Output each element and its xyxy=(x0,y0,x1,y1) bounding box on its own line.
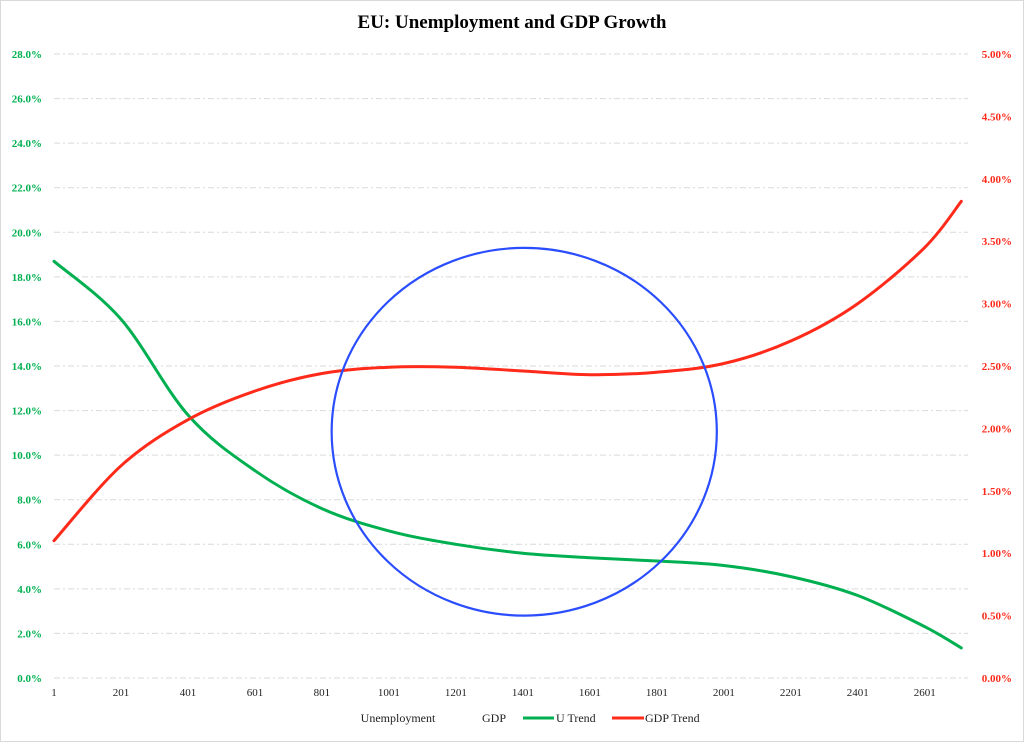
y-tick-label-right: 0.50% xyxy=(982,611,1012,623)
x-tick-label: 201 xyxy=(113,687,130,699)
y-tick-label-left: 28.0% xyxy=(12,49,42,61)
annotation-layer xyxy=(330,246,718,617)
legend-label-gdp: GDP xyxy=(482,711,506,725)
y-tick-label-left: 4.0% xyxy=(17,584,42,596)
y-axis-right: 0.00% 0.50% 1.00% 1.50% 2.00% 2.50% 3.00% 3.50%… xyxy=(982,49,1012,685)
u-trend-line xyxy=(52,259,963,650)
legend-label-unemployment: Unemployment xyxy=(361,711,436,725)
y-tick-label-right: 4.00% xyxy=(982,174,1012,186)
chart-title: EU: Unemployment and GDP Growth xyxy=(357,12,667,33)
y-tick-label-left: 10.0% xyxy=(12,450,42,462)
x-tick-label: 2601 xyxy=(914,687,936,699)
y-tick-label-right: 5.00% xyxy=(982,49,1012,61)
x-tick-label: 1601 xyxy=(579,687,601,699)
y-tick-label-left: 24.0% xyxy=(12,138,42,150)
x-tick-label: 1801 xyxy=(646,687,668,699)
x-tick-label: 1001 xyxy=(378,687,400,699)
x-tick-label: 401 xyxy=(180,687,197,699)
legend-label-gdp-trend: GDP Trend xyxy=(645,711,700,725)
y-tick-label-left: 16.0% xyxy=(12,316,42,328)
gdp-trend-line xyxy=(52,199,963,543)
y-tick-label-left: 12.0% xyxy=(12,406,42,418)
y-tick-label-left: 22.0% xyxy=(12,183,42,195)
y-tick-label-left: 6.0% xyxy=(17,539,42,551)
highlight-circle xyxy=(330,246,718,617)
y-tick-label-left: 26.0% xyxy=(12,94,42,106)
y-tick-label-left: 8.0% xyxy=(17,495,42,507)
y-tick-label-left: 14.0% xyxy=(12,361,42,373)
gridlines xyxy=(54,53,968,679)
x-tick-label: 601 xyxy=(247,687,264,699)
y-tick-label-left: 18.0% xyxy=(12,272,42,284)
x-axis: 1 201 401 601 801 1001 1201 1401 1601 1801 2001 220… xyxy=(51,687,936,699)
y-tick-label-right: 1.00% xyxy=(982,548,1012,560)
y-tick-label-right: 3.00% xyxy=(982,299,1012,311)
x-tick-label: 2401 xyxy=(847,687,869,699)
x-tick-label: 1401 xyxy=(512,687,534,699)
y-tick-label-right: 2.00% xyxy=(982,423,1012,435)
legend: Unemployment GDP U Trend GDP Trend xyxy=(361,711,700,725)
x-tick-label: 1 xyxy=(51,687,57,699)
x-tick-label: 801 xyxy=(314,687,331,699)
y-tick-label-left: 0.0% xyxy=(17,673,42,685)
y-tick-label-right: 2.50% xyxy=(982,361,1012,373)
y-tick-label-left: 2.0% xyxy=(17,628,42,640)
y-tick-label-right: 0.00% xyxy=(982,673,1012,685)
series-layer xyxy=(52,199,963,650)
y-tick-label-right: 3.50% xyxy=(982,236,1012,248)
y-tick-label-right: 4.50% xyxy=(982,111,1012,123)
y-tick-label-left: 20.0% xyxy=(12,227,42,239)
x-tick-label: 2201 xyxy=(780,687,802,699)
legend-label-u-trend: U Trend xyxy=(556,711,596,725)
y-tick-label-right: 1.50% xyxy=(982,486,1012,498)
y-axis-left: 0.0% 2.0% 4.0% 6.0% 8.0% 10.0% 12.0% 14.0% 16.0%… xyxy=(12,49,42,685)
x-tick-label: 1201 xyxy=(445,687,467,699)
x-tick-label: 2001 xyxy=(713,687,735,699)
